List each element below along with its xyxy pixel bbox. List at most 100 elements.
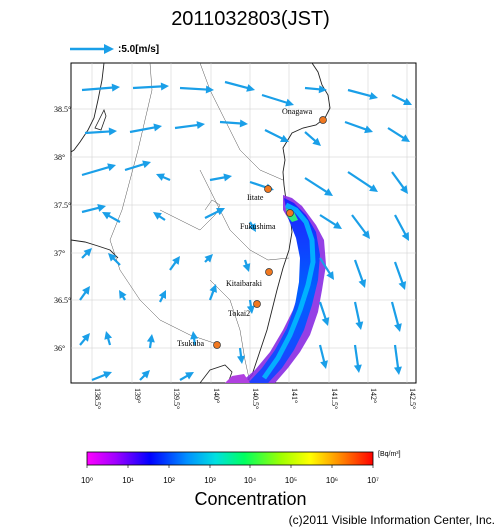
wind-arrow-head-icon: [321, 317, 330, 326]
wind-arrow-head-icon: [320, 360, 328, 369]
lon-label: 138.5°: [93, 388, 102, 409]
wind-arrow-head-icon: [318, 85, 327, 94]
wind-arrow-head-icon: [209, 284, 217, 293]
longitude-labels: 138.5° 139° 139.5° 140° 140.5° 141° 141.…: [93, 388, 417, 409]
wind-arrow-head-icon: [205, 85, 214, 94]
tokyo-bay: [199, 364, 233, 383]
wind-arrow: [81, 206, 102, 214]
wind-arrow-head-icon: [246, 305, 255, 314]
wind-arrow: [132, 85, 165, 90]
wind-arrow: [347, 88, 374, 98]
wind-arrow-head-icon: [242, 263, 251, 272]
wind-arrow-head-icon: [326, 271, 334, 280]
lon-label: 139°: [133, 388, 142, 403]
wind-arrow-head-icon: [216, 208, 225, 216]
plume-core: [248, 198, 320, 383]
wind-arrow-head-icon: [246, 84, 255, 92]
site-label: Onagawa: [282, 107, 313, 116]
wind-arrow: [124, 162, 147, 172]
site-label: Iitate: [247, 193, 264, 202]
lat-label: 37°: [54, 249, 65, 258]
wind-arrow-head-icon: [393, 366, 402, 375]
monitoring-sites: Onagawa Iitate Fukushima Kitaibaraki Tokai2 T…: [177, 107, 327, 349]
wind-scale-label: :5.0[m/s]: [118, 44, 160, 55]
wind-arrow: [264, 129, 286, 141]
wind-arrow-head-icon: [312, 137, 321, 146]
wind-arrow-head-icon: [358, 279, 367, 288]
wind-arrow-head-icon: [153, 212, 162, 220]
wind-arrow: [179, 86, 210, 91]
lon-label: 142°: [369, 388, 378, 403]
colorbar-tick: 10¹: [122, 476, 134, 485]
coastline: [244, 63, 331, 383]
wind-arrow-head-icon: [398, 281, 407, 290]
wind-arrow-head-icon: [185, 372, 194, 380]
wind-arrow-head-icon: [190, 331, 199, 340]
wind-arrow-head-icon: [108, 253, 117, 262]
lat-label: 37.5°: [54, 201, 71, 210]
lon-label: 140°: [212, 388, 221, 403]
lon-label: 140.5°: [251, 388, 260, 409]
lon-label: 141.5°: [330, 388, 339, 409]
wind-arrow-head-icon: [353, 364, 362, 373]
wind-arrow-head-icon: [223, 173, 232, 182]
site-marker-icon: [319, 116, 327, 124]
wind-arrow-head-icon: [324, 188, 333, 196]
wind-arrow: [81, 86, 116, 92]
wind-arrow-head-icon: [172, 256, 180, 265]
wind-arrow-head-icon: [97, 204, 106, 212]
plume-inner: [261, 202, 316, 380]
wind-arrow-head-icon: [111, 83, 120, 92]
colorbar-tick: 10⁶: [325, 476, 339, 485]
wind-arrow: [390, 301, 400, 328]
wind-arrow-head-icon: [400, 185, 408, 194]
wind-arrow: [394, 214, 408, 238]
wind-arrow-head-icon: [196, 121, 205, 130]
wind-arrow-head-icon: [369, 92, 378, 100]
wind-arrow: [393, 344, 400, 371]
wind-arrow-head-icon: [108, 127, 117, 136]
wind-arrow: [84, 130, 113, 135]
site-marker-icon: [253, 300, 261, 308]
wind-field: [79, 80, 412, 382]
colorbar-tick: 10⁵: [284, 476, 298, 485]
site-label: Tokai2: [228, 309, 250, 318]
west-coastline: [71, 63, 105, 153]
wind-arrow-head-icon: [104, 331, 113, 340]
wind-arrow-head-icon: [158, 290, 166, 299]
wind-arrow: [81, 165, 112, 177]
wind-arrow: [344, 120, 369, 132]
wind-arrow-head-icon: [160, 82, 169, 91]
wind-arrow: [347, 171, 375, 191]
map-title: 2011032803(JST): [171, 8, 330, 30]
lat-label: 38.5°: [54, 105, 71, 114]
wind-arrow: [319, 257, 333, 277]
wind-arrow-head-icon: [355, 321, 364, 330]
lat-label: 38°: [54, 153, 65, 162]
wind-arrow-head-icon: [403, 97, 412, 105]
latitude-labels: 38.5° 38° 37.5° 37° 36.5° 36°: [54, 105, 71, 353]
wind-arrow-head-icon: [102, 212, 111, 220]
west-coastline-2: [71, 239, 119, 259]
lat-label: 36°: [54, 344, 65, 353]
colorbar-unit: [Bq/m³]: [378, 451, 401, 458]
colorbar-gradient: [86, 451, 374, 466]
wind-arrow-head-icon: [103, 371, 112, 379]
wind-arrow: [304, 177, 330, 195]
colorbar-title: Concentration: [194, 489, 307, 509]
wind-arrow: [353, 259, 365, 284]
wind-arrow-head-icon: [83, 248, 92, 257]
wind-arrow-head-icon: [401, 232, 409, 241]
wind-arrow: [391, 171, 406, 191]
wind-arrow: [351, 214, 368, 236]
wind-arrow: [318, 301, 328, 322]
wind-arrow-head-icon: [81, 333, 90, 342]
wind-arrow: [318, 344, 326, 365]
colorbar-tick: 10⁰: [80, 476, 94, 485]
wind-arrow-head-icon: [107, 163, 116, 172]
lon-label: 142.5°: [408, 388, 417, 409]
wind-arrow-head-icon: [142, 160, 151, 169]
site-marker-icon: [264, 185, 272, 193]
site-label: Fukushima: [240, 222, 276, 231]
wind-arrow-head-icon: [401, 134, 410, 142]
